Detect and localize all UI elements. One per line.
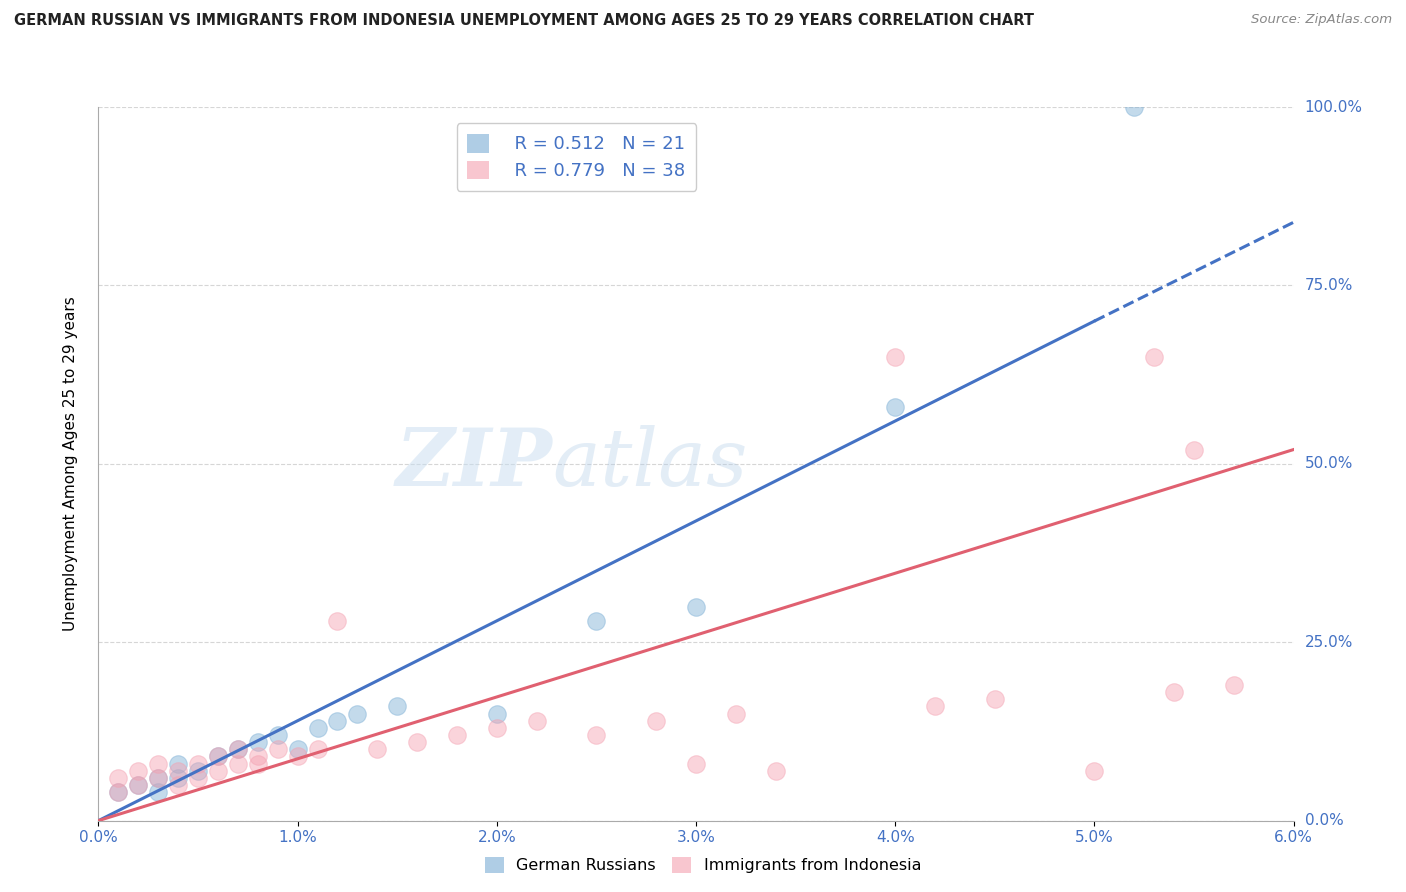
Point (346, 706, 368, 721)
Point (226, 756, 249, 771)
Point (267, 742, 290, 756)
Point (1083, 764, 1105, 778)
Point (167, 771, 190, 785)
Point (287, 749, 309, 764)
Point (246, 735, 269, 749)
Point (107, 771, 129, 785)
Point (526, 714, 548, 728)
Point (107, 785, 129, 799)
Text: GERMAN RUSSIAN VS IMMIGRANTS FROM INDONESIA UNEMPLOYMENT AMONG AGES 25 TO 29 YEA: GERMAN RUSSIAN VS IMMIGRANTS FROM INDONE… (14, 13, 1033, 29)
Point (207, 749, 229, 764)
Point (246, 749, 269, 764)
Point (148, 756, 170, 771)
Point (167, 756, 190, 771)
Point (226, 742, 249, 756)
Text: 100.0%: 100.0% (1305, 100, 1362, 114)
Point (167, 778, 190, 792)
Point (1223, 678, 1246, 692)
Point (724, 706, 747, 721)
Text: ZIP: ZIP (395, 425, 553, 502)
Point (924, 699, 946, 714)
Point (1123, 100, 1146, 114)
Text: 75.0%: 75.0% (1305, 278, 1353, 293)
Point (127, 778, 149, 792)
Point (127, 778, 149, 792)
Point (246, 756, 269, 771)
Text: 50.0%: 50.0% (1305, 457, 1353, 471)
Point (765, 764, 787, 778)
Point (326, 614, 349, 628)
Point (148, 771, 170, 785)
Point (148, 771, 170, 785)
Point (107, 785, 129, 799)
Text: Source: ZipAtlas.com: Source: ZipAtlas.com (1251, 13, 1392, 27)
Point (267, 728, 290, 742)
Point (585, 728, 607, 742)
Point (187, 764, 209, 778)
Point (485, 706, 508, 721)
Point (307, 721, 329, 735)
Point (307, 742, 329, 756)
Point (226, 742, 249, 756)
Point (685, 756, 707, 771)
Point (187, 771, 209, 785)
Point (645, 714, 668, 728)
Point (167, 764, 190, 778)
Point (884, 350, 907, 364)
Point (207, 764, 229, 778)
Point (385, 699, 409, 714)
Point (983, 692, 1005, 706)
Point (446, 728, 468, 742)
Legend:   R = 0.512   N = 21,   R = 0.779   N = 38: R = 0.512 N = 21, R = 0.779 N = 38 (457, 123, 696, 191)
Point (148, 785, 170, 799)
Text: 0.0%: 0.0% (1305, 814, 1343, 828)
Point (1182, 442, 1205, 457)
Point (366, 742, 388, 756)
Point (326, 714, 349, 728)
Legend: German Russians, Immigrants from Indonesia: German Russians, Immigrants from Indones… (478, 850, 928, 880)
Point (485, 721, 508, 735)
Point (127, 764, 149, 778)
Point (207, 749, 229, 764)
Point (187, 756, 209, 771)
Point (685, 599, 707, 614)
Text: 25.0%: 25.0% (1305, 635, 1353, 649)
Y-axis label: Unemployment Among Ages 25 to 29 years: Unemployment Among Ages 25 to 29 years (63, 296, 77, 632)
Point (1163, 685, 1185, 699)
Point (406, 735, 429, 749)
Text: atlas: atlas (553, 425, 748, 502)
Point (585, 614, 607, 628)
Point (884, 400, 907, 414)
Point (1143, 350, 1166, 364)
Point (287, 742, 309, 756)
